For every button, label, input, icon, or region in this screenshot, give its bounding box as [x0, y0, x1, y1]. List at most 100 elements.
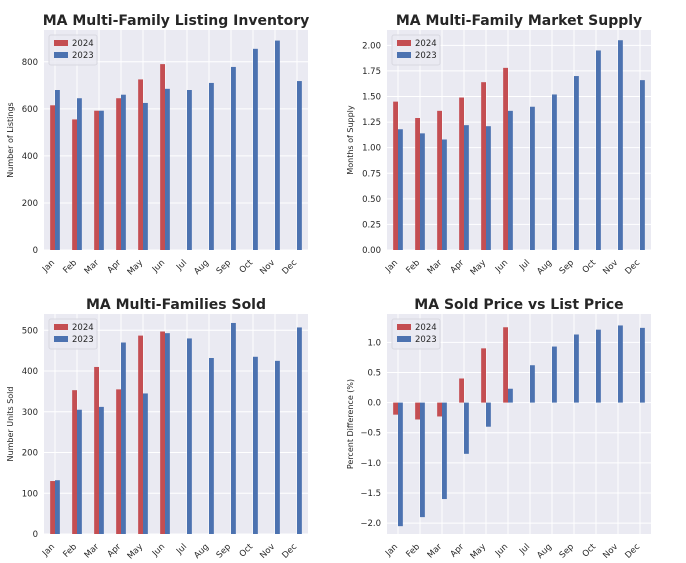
y-tick-label: 200 — [22, 449, 38, 459]
bar-2023-dec — [297, 327, 302, 534]
y-tick-label: −1.5 — [360, 489, 381, 499]
x-tick-label: Aug — [535, 258, 554, 277]
legend-label-2024: 2024 — [72, 323, 94, 333]
y-ticks: 0.00 0.25 0.50 0.75 1.00 1.25 1.50 1.75 2.00 — [362, 41, 381, 256]
x-tick-label: Jul — [174, 542, 189, 557]
bar-2023-jul — [187, 338, 192, 534]
x-tick-label: Oct — [581, 258, 599, 276]
bar-2023-jun — [165, 333, 170, 534]
legend-label-2024: 2024 — [72, 39, 94, 49]
legend: 2024 2023 — [48, 34, 98, 66]
bars-layer — [50, 40, 302, 251]
bar-2024-jan — [393, 402, 398, 415]
y-tick-label: 1.00 — [362, 144, 381, 154]
plot-area — [44, 314, 308, 534]
plot-area — [387, 30, 651, 250]
bar-2023-jul — [187, 90, 192, 250]
bar-2023-aug — [552, 94, 557, 250]
chart-title: MA Multi-Family Market Supply — [396, 13, 642, 29]
bar-2023-jan — [398, 129, 403, 250]
bar-2023-jun — [508, 388, 513, 403]
plot-area — [44, 30, 308, 250]
y-tick-label: 800 — [22, 58, 38, 68]
bar-2024-apr — [116, 389, 121, 534]
chart-title: MA Multi-Family Listing Inventory — [43, 13, 310, 29]
x-tick-label: Nov — [258, 258, 277, 277]
x-tick-label: Oct — [581, 542, 599, 560]
x-tick-label: Feb — [404, 542, 422, 560]
y-tick-label: 0.5 — [367, 368, 381, 378]
bar-2024-jun — [160, 331, 165, 534]
x-tick-label: Dec — [280, 258, 299, 277]
x-tick-label: Feb — [404, 258, 422, 276]
legend-label-2023: 2023 — [72, 51, 94, 61]
y-tick-label: 400 — [22, 152, 38, 162]
plot-area — [387, 314, 651, 534]
x-tick-label: Mar — [83, 258, 102, 277]
bar-2023-apr — [464, 402, 469, 454]
bar-2023-feb — [77, 98, 82, 250]
x-tick-label: Nov — [258, 542, 277, 561]
legend-swatch-2024 — [54, 40, 68, 46]
bar-2023-mar — [99, 110, 104, 251]
y-tick-label: 0.50 — [362, 195, 381, 205]
bar-2024-mar — [437, 110, 442, 250]
bar-2023-may — [143, 102, 148, 250]
x-tick-label: Jul — [517, 258, 532, 273]
bar-2023-aug — [552, 346, 557, 403]
bar-2024-may — [481, 348, 486, 403]
bar-2024-mar — [94, 110, 99, 251]
bar-2023-feb — [420, 133, 425, 250]
bars-layer — [393, 40, 645, 251]
x-tick-label: Sep — [215, 542, 233, 560]
legend-label-2024: 2024 — [415, 39, 437, 49]
legend-swatch-2024 — [397, 324, 411, 330]
y-axis-label: Percent Difference (%) — [346, 379, 355, 469]
legend: 2024 2023 — [48, 318, 98, 350]
x-tick-label: Jul — [174, 258, 189, 273]
x-tick-label: Jun — [493, 258, 510, 275]
x-tick-label: Jan — [383, 542, 400, 559]
x-tick-label: Nov — [601, 542, 620, 561]
x-tick-label: Jun — [150, 542, 167, 559]
bars-layer — [393, 325, 645, 527]
bar-2023-jun — [165, 88, 170, 250]
bar-2024-may — [138, 335, 143, 534]
x-tick-label: Nov — [601, 258, 620, 277]
bar-2024-may — [481, 82, 486, 251]
x-tick-label: Sep — [558, 542, 576, 560]
chart-title: MA Multi-Families Sold — [86, 297, 266, 313]
chart-market-supply: MA Multi-Family Market Supply Months of … — [346, 13, 651, 278]
bar-2024-mar — [437, 402, 442, 417]
x-ticks: Jan Feb Mar Apr May Jun Jul Aug Sep Oct Nov Dec — [40, 258, 299, 278]
bar-2023-feb — [420, 402, 425, 518]
y-tick-label: 300 — [22, 408, 38, 418]
y-ticks: −2.0 −1.5 −1.0 −0.5 0.0 0.5 1.0 — [360, 338, 381, 529]
y-tick-label: 1.75 — [362, 67, 381, 77]
x-tick-label: Feb — [61, 542, 79, 560]
bar-2024-jan — [50, 105, 55, 250]
bar-2023-jan — [55, 480, 60, 534]
bar-2024-feb — [415, 402, 420, 420]
legend-label-2023: 2023 — [72, 335, 94, 345]
bar-2024-jun — [503, 67, 508, 250]
bar-2023-nov — [275, 40, 280, 251]
bar-2023-jan — [398, 402, 403, 527]
bar-2023-jul — [530, 365, 535, 403]
bar-2024-mar — [94, 366, 99, 534]
x-tick-label: Jan — [383, 258, 400, 275]
y-tick-label: 0.00 — [362, 246, 381, 256]
x-tick-label: Mar — [426, 542, 445, 561]
bar-2023-apr — [121, 94, 126, 251]
x-tick-label: Jun — [493, 542, 510, 559]
y-tick-label: 200 — [22, 199, 38, 209]
bar-2024-feb — [72, 119, 77, 250]
bar-2023-oct — [253, 48, 258, 250]
bar-2023-jan — [55, 90, 60, 250]
bar-2023-sep — [231, 322, 236, 534]
bar-2023-nov — [618, 325, 623, 403]
x-ticks: Jan Feb Mar Apr May Jun Jul Aug Sep Oct Nov Dec — [40, 542, 299, 562]
bar-2024-feb — [415, 118, 420, 250]
x-tick-label: Apr — [449, 542, 467, 560]
bar-2024-apr — [459, 378, 464, 403]
